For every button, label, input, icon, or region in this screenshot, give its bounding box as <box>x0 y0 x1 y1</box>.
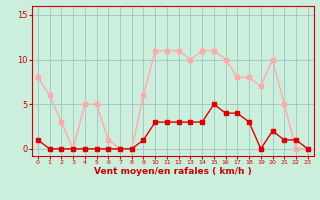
X-axis label: Vent moyen/en rafales ( km/h ): Vent moyen/en rafales ( km/h ) <box>94 167 252 176</box>
